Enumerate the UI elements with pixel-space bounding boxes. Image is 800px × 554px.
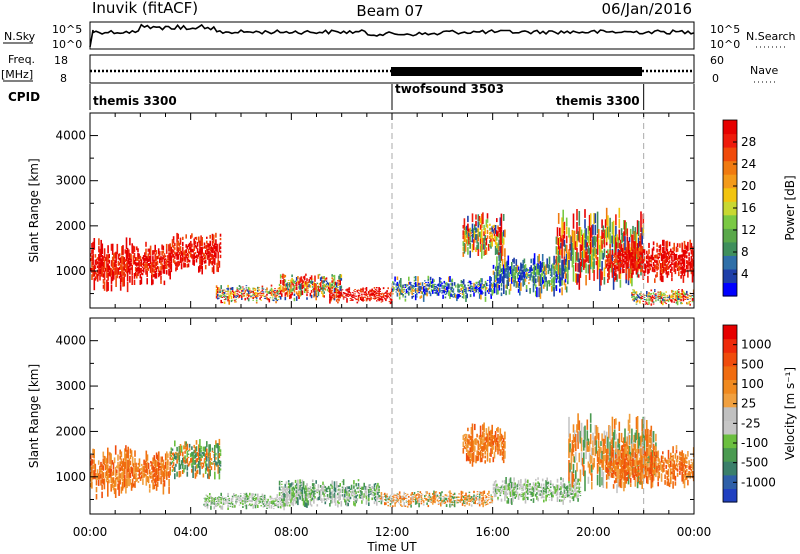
nsky-tick-bottom: 10^0 [52, 38, 82, 51]
y-tick-label: 2000 [55, 424, 86, 438]
station-title: Inuvik (fitACF) [92, 0, 198, 17]
y-axis-label: Slant Range [km] [27, 158, 41, 262]
colorbar-swatch [723, 228, 737, 243]
colorbar-swatch [723, 447, 737, 462]
freq-tick-top: 18 [54, 54, 68, 67]
y-tick-label: 2000 [55, 219, 86, 233]
nsearch-tick-top: 10^5 [710, 23, 740, 36]
colorbar-label: Power [dB] [783, 175, 797, 240]
velocity-panel: 1000 2000 3000 4000 Slant Range [km] 1000 500 1… [27, 317, 797, 515]
cpid-segment-label: themis 3300 [556, 94, 640, 108]
colorbar-swatch [723, 241, 737, 256]
y-tick-label: 3000 [55, 174, 86, 188]
time-axis: 00:00 04:00 08:00 12:00 16:00 20:00 00:00 [73, 525, 712, 539]
cpid-label: CPID [8, 90, 40, 104]
x-tick-label: 16:00 [475, 525, 510, 539]
nave-dense-block [391, 67, 642, 76]
colorbar-tick-label: 12 [741, 223, 756, 237]
x-tick-label: 00:00 [677, 525, 712, 539]
x-tick-label: 20:00 [576, 525, 611, 539]
beam-title: Beam 07 [356, 2, 423, 20]
colorbar-tick-label: -500 [741, 456, 768, 470]
colorbar-swatch [723, 120, 737, 135]
colorbar-swatch [723, 214, 737, 229]
colorbar-swatch [723, 420, 737, 435]
colorbar-swatch [723, 338, 737, 353]
colorbar-swatch [723, 160, 737, 175]
colorbar-tick-label: 16 [741, 201, 756, 215]
freq-unit-label: [MHz] [1, 68, 33, 81]
y-tick-label: 1000 [55, 264, 86, 278]
colorbar-swatch [723, 325, 737, 340]
colorbar-swatch [723, 147, 737, 162]
freq-panel: Freq. [MHz] 18 8 60 0 Nave [1, 53, 778, 85]
x-tick-label: 00:00 [73, 525, 108, 539]
colorbar-tick-label: 28 [741, 135, 756, 149]
colorbar-swatch [723, 488, 737, 503]
nsearch-label: N.Search [746, 30, 796, 43]
colorbar-tick-label: -25 [741, 416, 761, 430]
nave-tick-top: 60 [710, 54, 724, 67]
date-title: 06/Jan/2016 [602, 0, 693, 18]
colorbar-swatch [723, 406, 737, 421]
y-tick-label: 3000 [55, 379, 86, 393]
nave-label: Nave [750, 64, 778, 77]
nsky-panel: N.Sky 10^5 10^0 10^5 10^0 N.Search [3, 21, 796, 51]
y-tick-label: 4000 [55, 129, 86, 143]
cpid-segment-label: themis 3300 [93, 94, 177, 108]
y-axis-label: Slant Range [km] [27, 364, 41, 468]
x-tick-label: 04:00 [173, 525, 208, 539]
colorbar-tick-label: 25 [741, 397, 756, 411]
colorbar-tick-label: 8 [741, 245, 749, 259]
colorbar-tick-label: 4 [741, 267, 749, 281]
nsky-tick-top: 10^5 [52, 23, 82, 36]
colorbar-tick-label: 24 [741, 157, 756, 171]
time-axis-label: Time UT [366, 540, 417, 554]
colorbar-label: Velocity [m s⁻¹] [783, 367, 797, 460]
colorbar-tick-label: 1000 [741, 338, 772, 352]
x-tick-label: 08:00 [274, 525, 309, 539]
colorbar-swatch [723, 365, 737, 380]
cpid-panel: CPID themis 3300 twofsound 3503 themis 330… [8, 82, 695, 110]
colorbar-swatch [723, 393, 737, 408]
power-panel: 1000 2000 3000 4000 Slant Range [km] 28 24 20 16… [27, 112, 797, 309]
colorbar-swatch [723, 255, 737, 270]
freq-tick-bottom: 8 [60, 72, 67, 85]
colorbar-swatch [723, 187, 737, 202]
colorbar-swatch [723, 133, 737, 148]
colorbar-swatch [723, 174, 737, 189]
nsky-label: N.Sky [4, 30, 36, 43]
nsky-trace [89, 23, 695, 48]
colorbar-tick-label: 100 [741, 377, 764, 391]
y-tick-label: 4000 [55, 334, 86, 348]
colorbar-tick-label: 500 [741, 357, 764, 371]
nsearch-tick-bottom: 10^0 [710, 38, 740, 51]
cpid-segment-label: twofsound 3503 [395, 82, 504, 96]
colorbar-swatch [723, 379, 737, 394]
colorbar-tick-label: -100 [741, 436, 768, 450]
colorbar-tick-label: 20 [741, 179, 756, 193]
nave-tick-bottom: 0 [712, 72, 719, 85]
colorbar-swatch [723, 268, 737, 283]
colorbar-swatch [723, 474, 737, 489]
freq-label: Freq. [8, 53, 35, 66]
x-tick-label: 12:00 [375, 525, 410, 539]
colorbar-swatch [723, 352, 737, 367]
colorbar-swatch [723, 282, 737, 297]
colorbar-tick-label: -1000 [741, 475, 776, 489]
colorbar-swatch [723, 201, 737, 216]
colorbar-swatch [723, 461, 737, 476]
y-tick-label: 1000 [55, 470, 86, 484]
colorbar-swatch [723, 433, 737, 449]
